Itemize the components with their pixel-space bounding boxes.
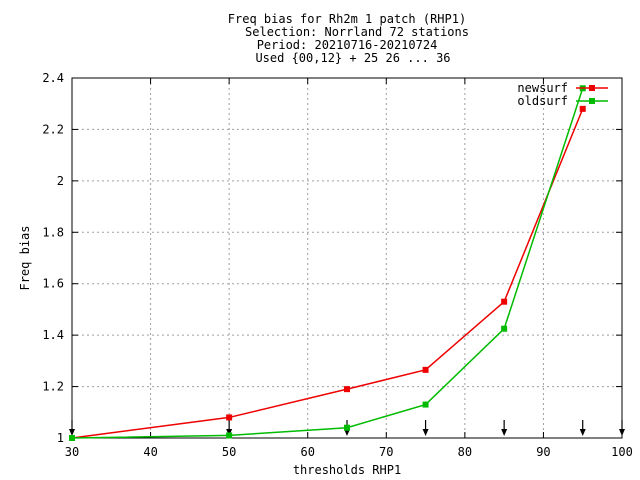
y-tick-label: 1.4 bbox=[42, 328, 64, 342]
threshold-marker-arrow bbox=[422, 429, 429, 436]
y-tick-label: 2 bbox=[57, 174, 64, 188]
title-line-3: Period: 20210716-20210724 bbox=[257, 38, 438, 52]
x-tick-label: 30 bbox=[65, 445, 79, 459]
threshold-markers bbox=[69, 420, 625, 436]
axis-ticks: 30 40 50 60 70 80 90 100 1 1.2 1.4 1.6 1.8 2 2.2 2.4 bbox=[42, 71, 633, 459]
threshold-marker-arrow bbox=[69, 429, 75, 436]
data-point-newsurf bbox=[344, 386, 350, 393]
threshold-marker-arrow bbox=[619, 429, 625, 436]
threshold-marker-arrow bbox=[501, 429, 508, 436]
y-tick-label: 1.2 bbox=[42, 380, 64, 394]
data-point-newsurf bbox=[422, 366, 429, 373]
x-tick-label: 100 bbox=[611, 445, 633, 459]
y-axis-label: Freq bias bbox=[18, 225, 32, 290]
title-line-4: Used {00,12} + 25 26 ... 36 bbox=[255, 51, 450, 65]
legend-marker-newsurf bbox=[589, 85, 595, 91]
y-tick-label: 1.6 bbox=[42, 277, 64, 291]
threshold-marker-arrow bbox=[344, 429, 350, 436]
plot-frame bbox=[71, 77, 623, 439]
series-line-newsurf bbox=[71, 108, 584, 439]
y-tick-label: 1 bbox=[57, 431, 64, 445]
y-tick-label: 2.4 bbox=[42, 71, 64, 85]
legend-label-oldsurf: oldsurf bbox=[517, 94, 568, 108]
x-axis-label: thresholds RHP1 bbox=[293, 463, 401, 477]
x-tick-label: 80 bbox=[458, 445, 472, 459]
data-point-newsurf bbox=[226, 414, 233, 421]
chart-title: Freq bias for Rh2m 1 patch (RHP1) Select… bbox=[228, 12, 469, 65]
grid bbox=[72, 78, 622, 438]
legend-marker-oldsurf bbox=[589, 98, 595, 104]
data-point-newsurf bbox=[501, 298, 508, 305]
title-line-2: Selection: Norrland 72 stations bbox=[245, 25, 469, 39]
y-tick-label: 2.2 bbox=[42, 122, 64, 136]
data-point-oldsurf bbox=[501, 325, 508, 332]
x-tick-label: 70 bbox=[379, 445, 393, 459]
legend-label-newsurf: newsurf bbox=[517, 81, 568, 95]
data-point-oldsurf bbox=[422, 401, 429, 408]
data-point-newsurf bbox=[579, 105, 586, 112]
y-tick-label: 1.8 bbox=[42, 225, 64, 239]
threshold-marker-arrow bbox=[579, 429, 586, 436]
x-tick-label: 40 bbox=[143, 445, 157, 459]
title-line-1: Freq bias for Rh2m 1 patch (RHP1) bbox=[228, 12, 466, 26]
data-point-oldsurf bbox=[69, 435, 75, 441]
data-point-oldsurf bbox=[226, 432, 233, 439]
series-lines bbox=[69, 85, 586, 441]
x-tick-label: 50 bbox=[222, 445, 236, 459]
x-tick-label: 60 bbox=[300, 445, 314, 459]
series-line-oldsurf bbox=[71, 88, 584, 439]
x-tick-label: 90 bbox=[536, 445, 550, 459]
data-point-oldsurf bbox=[344, 424, 350, 431]
